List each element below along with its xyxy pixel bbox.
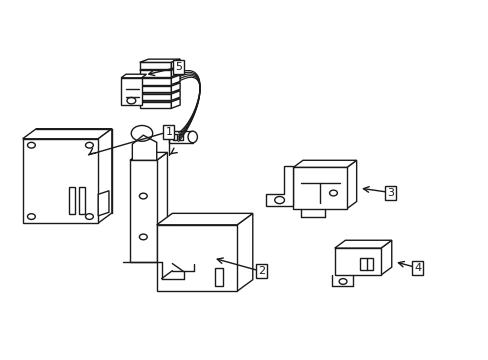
Polygon shape — [171, 83, 180, 93]
Polygon shape — [121, 74, 146, 78]
Polygon shape — [171, 75, 180, 85]
Text: 5: 5 — [175, 62, 182, 72]
Ellipse shape — [188, 131, 197, 143]
Polygon shape — [266, 166, 293, 206]
Bar — [173, 134, 177, 140]
Polygon shape — [140, 75, 180, 78]
Polygon shape — [157, 152, 167, 262]
Polygon shape — [171, 91, 180, 100]
Polygon shape — [22, 129, 112, 139]
Polygon shape — [98, 191, 109, 216]
Polygon shape — [121, 78, 142, 105]
Text: 2: 2 — [258, 266, 264, 276]
Polygon shape — [171, 67, 180, 77]
Polygon shape — [140, 83, 180, 86]
Polygon shape — [140, 59, 180, 62]
Polygon shape — [140, 102, 171, 108]
Text: 4: 4 — [413, 263, 420, 273]
Polygon shape — [293, 167, 346, 209]
Polygon shape — [169, 131, 192, 143]
Polygon shape — [157, 213, 252, 225]
Text: 3: 3 — [386, 188, 393, 198]
Polygon shape — [22, 139, 98, 223]
Polygon shape — [293, 160, 356, 167]
Bar — [79, 187, 85, 214]
Polygon shape — [132, 135, 157, 160]
Polygon shape — [334, 240, 391, 248]
Polygon shape — [140, 78, 171, 85]
Bar — [214, 268, 223, 286]
Polygon shape — [140, 94, 171, 100]
Bar — [69, 187, 75, 214]
Polygon shape — [140, 67, 180, 70]
Polygon shape — [171, 59, 180, 69]
Polygon shape — [157, 225, 237, 291]
Text: 1: 1 — [165, 127, 172, 136]
Polygon shape — [346, 160, 356, 209]
Polygon shape — [334, 248, 380, 275]
Polygon shape — [98, 129, 112, 223]
Bar — [179, 134, 183, 140]
Polygon shape — [140, 70, 171, 77]
Polygon shape — [130, 160, 157, 262]
Polygon shape — [130, 152, 167, 160]
Polygon shape — [140, 86, 171, 93]
Polygon shape — [140, 99, 180, 102]
Polygon shape — [171, 99, 180, 108]
Polygon shape — [140, 91, 180, 94]
Bar — [360, 258, 372, 270]
Polygon shape — [237, 213, 252, 291]
Polygon shape — [140, 62, 171, 69]
Polygon shape — [380, 240, 391, 275]
